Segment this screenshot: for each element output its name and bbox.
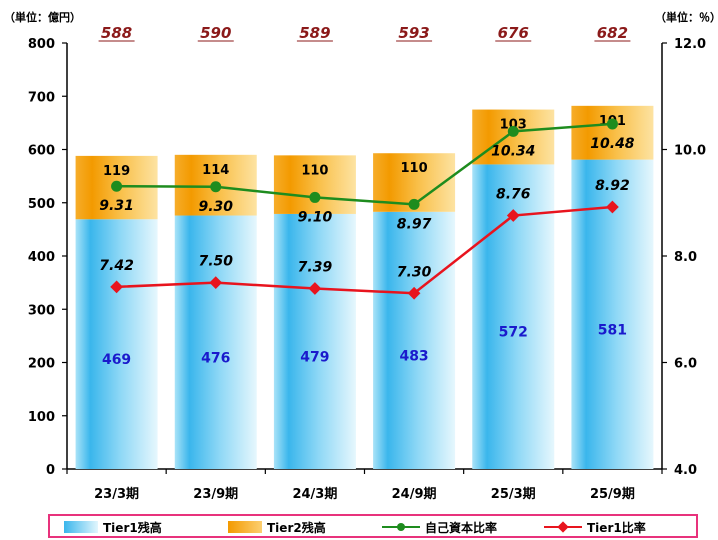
tier1-ratio-marker <box>209 276 223 289</box>
right-axis-unit: （単位：％） <box>655 11 718 24</box>
left-axis-unit: （単位：億円） <box>4 11 81 24</box>
legend-swatch-capital-ratio <box>382 521 420 533</box>
bar-tier2 <box>571 105 654 160</box>
x-axis-category-label: 23/9期 <box>193 487 238 502</box>
capital-ratio-value-label: 9.10 <box>298 209 333 225</box>
tier2-value-label: 119 <box>103 164 130 179</box>
legend-label-capital-ratio: 自己資本比率 <box>425 520 498 535</box>
left-axis-tick-label: 100 <box>28 410 55 425</box>
left-axis-tick-label: 800 <box>28 37 55 52</box>
capital-ratio-value-label: 9.31 <box>99 198 134 214</box>
capital-ratio-marker <box>111 180 123 192</box>
tier1-value-label: 483 <box>399 348 428 364</box>
legend-label-tier2: Tier2残高 <box>267 520 326 535</box>
tier1-ratio-marker <box>308 282 322 295</box>
left-axis-tick-label: 300 <box>28 303 55 318</box>
legend-swatch-tier2 <box>228 521 262 533</box>
bar-total-label: 588 <box>101 24 132 42</box>
tier1-ratio-value-label: 8.92 <box>595 178 630 194</box>
x-axis-category-label: 24/9期 <box>392 487 437 502</box>
bar-total-label: 593 <box>398 24 429 42</box>
tier1-ratio-value-label: 7.50 <box>198 254 233 270</box>
tier1-value-label: 572 <box>499 325 528 341</box>
tier2-value-label: 114 <box>202 163 229 178</box>
chart-legend: Tier1残高 Tier2残高 自己資本比率 Tier1比率 <box>48 514 698 538</box>
capital-ratio-marker <box>408 198 420 210</box>
tier1-ratio-value-label: 7.30 <box>397 264 432 280</box>
left-axis-tick-label: 700 <box>28 90 55 105</box>
x-axis-category-label: 25/9期 <box>590 487 635 502</box>
bar-total-label: 676 <box>498 24 529 42</box>
capital-ratio-marker <box>309 191 321 203</box>
right-axis-tick-label: 6.0 <box>674 357 697 372</box>
legend-label-tier1-ratio: Tier1比率 <box>587 520 646 535</box>
right-axis-tick-label: 4.0 <box>674 463 697 478</box>
left-axis-tick-label: 600 <box>28 144 55 159</box>
x-axis-category-label: 24/3期 <box>292 487 337 502</box>
right-axis-tick-label: 8.0 <box>674 250 697 265</box>
capital-ratio-marker <box>507 125 519 137</box>
right-axis-tick-label: 12.0 <box>674 37 706 52</box>
legend-swatch-tier1 <box>64 521 98 533</box>
capital-ratio-chart: 0 100 200 300 400 500 600 700 800 4.0 6.0 8.0 10.0 12… <box>28 24 706 502</box>
tier1-ratio-value-label: 8.76 <box>496 187 531 203</box>
legend-item-capital-ratio: 自己資本比率 <box>382 519 497 535</box>
tier1-ratio-value-label: 7.42 <box>99 258 134 274</box>
right-axis-tick-label: 10.0 <box>674 144 706 159</box>
tier1-ratio-marker <box>407 286 421 300</box>
bar-tier2 <box>472 109 555 165</box>
bar-tier1 <box>373 211 456 470</box>
capital-ratio-marker <box>606 118 618 130</box>
tier1-ratio-marker <box>110 280 123 294</box>
x-axis-category-label: 23/3期 <box>94 487 139 502</box>
legend-item-tier1-ratio: Tier1比率 <box>544 519 646 535</box>
tier2-value-label: 103 <box>500 118 527 133</box>
tier1-ratio-line <box>116 205 613 295</box>
left-axis-tick-label: 200 <box>28 357 55 372</box>
tier2-value-label: 110 <box>301 163 328 178</box>
capital-ratio-value-label: 10.48 <box>590 136 635 152</box>
left-axis-tick-label: 500 <box>28 197 55 212</box>
legend-swatch-tier1-ratio <box>544 521 582 533</box>
capital-ratio-value-label: 8.97 <box>397 216 432 232</box>
capital-ratio-value-label: 10.34 <box>491 143 535 159</box>
tier1-value-label: 469 <box>102 352 131 368</box>
bar-total-label: 589 <box>299 24 330 42</box>
bar-tier1 <box>273 213 356 469</box>
capital-ratio-line <box>116 122 613 206</box>
capital-ratio-value-label: 9.30 <box>198 199 233 215</box>
tier1-value-label: 476 <box>201 350 230 366</box>
bar-tier1 <box>174 215 257 469</box>
tier1-value-label: 581 <box>598 322 627 338</box>
tier1-value-label: 479 <box>300 349 329 365</box>
bar-total-label: 590 <box>200 24 231 42</box>
legend-item-tier2: Tier2残高 <box>228 519 326 535</box>
legend-item-tier1: Tier1残高 <box>64 519 162 535</box>
bar-tier1 <box>75 219 158 469</box>
left-axis-tick-label: 400 <box>28 250 55 265</box>
capital-ratio-marker <box>210 181 222 193</box>
tier2-value-label: 110 <box>401 161 428 176</box>
left-axis-tick-label: 0 <box>46 463 55 478</box>
bar-total-label: 682 <box>597 24 628 42</box>
tier1-ratio-value-label: 7.39 <box>298 259 333 275</box>
legend-label-tier1: Tier1残高 <box>103 520 162 535</box>
x-axis-category-label: 25/3期 <box>491 487 536 502</box>
bar-tier2 <box>273 155 356 214</box>
